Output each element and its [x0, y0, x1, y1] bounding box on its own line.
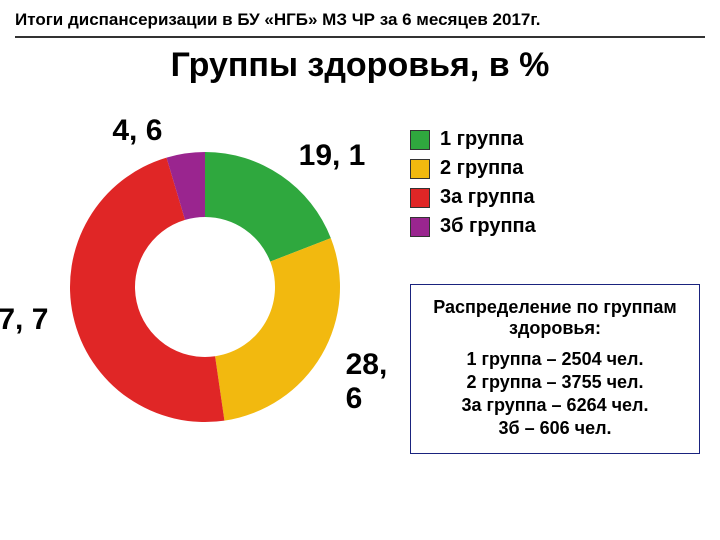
- header-rule: [15, 36, 705, 38]
- legend-item: 3б группа: [410, 215, 700, 238]
- legend-label: 1 группа: [440, 128, 523, 151]
- info-box: Распределение по группам здоровья: 1 гру…: [410, 284, 700, 454]
- info-line: 3б – 606 чел.: [425, 418, 685, 439]
- chart-area: 19, 128, 647, 74, 6: [20, 97, 400, 477]
- legend: 1 группа 2 группа 3а группа 3б группа: [410, 122, 700, 244]
- legend-swatch: [410, 130, 430, 150]
- legend-swatch: [410, 159, 430, 179]
- legend-item: 2 группа: [410, 157, 700, 180]
- donut-chart: [65, 147, 345, 427]
- legend-item: 3а группа: [410, 186, 700, 209]
- legend-label: 3а группа: [440, 186, 535, 209]
- info-line: 2 группа – 3755 чел.: [425, 372, 685, 393]
- legend-label: 2 группа: [440, 157, 523, 180]
- page-header: Итоги диспансеризации в БУ «НГБ» МЗ ЧР з…: [0, 0, 720, 34]
- info-line: 3а группа – 6264 чел.: [425, 395, 685, 416]
- slice-label: 47, 7: [0, 303, 48, 337]
- info-line: 1 группа – 2504 чел.: [425, 349, 685, 370]
- right-column: 1 группа 2 группа 3а группа 3б группа Распр…: [400, 97, 700, 477]
- header-text: Итоги диспансеризации в БУ «НГБ» МЗ ЧР з…: [15, 10, 540, 29]
- slice-label: 28, 6: [346, 348, 400, 416]
- legend-swatch: [410, 188, 430, 208]
- donut-slice: [215, 238, 340, 420]
- legend-item: 1 группа: [410, 128, 700, 151]
- chart-title: Группы здоровья, в %: [0, 46, 720, 85]
- slice-label: 19, 1: [299, 139, 366, 173]
- info-title: Распределение по группам здоровья:: [425, 297, 685, 339]
- slice-label: 4, 6: [112, 114, 162, 148]
- info-lines: 1 группа – 2504 чел.2 группа – 3755 чел.…: [425, 349, 685, 439]
- legend-swatch: [410, 217, 430, 237]
- content-row: 19, 1 28, 6 47, 7 4, 6 1 группа 2 группа 3а г…: [0, 97, 720, 477]
- legend-label: 3б группа: [440, 215, 536, 238]
